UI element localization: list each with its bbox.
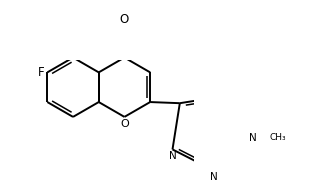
Text: F: F	[38, 66, 44, 79]
Text: O: O	[120, 119, 129, 129]
Text: N: N	[169, 151, 176, 161]
Text: O: O	[120, 13, 129, 26]
Text: N: N	[249, 133, 257, 143]
Text: CH₃: CH₃	[270, 133, 286, 142]
Text: N: N	[210, 172, 218, 182]
